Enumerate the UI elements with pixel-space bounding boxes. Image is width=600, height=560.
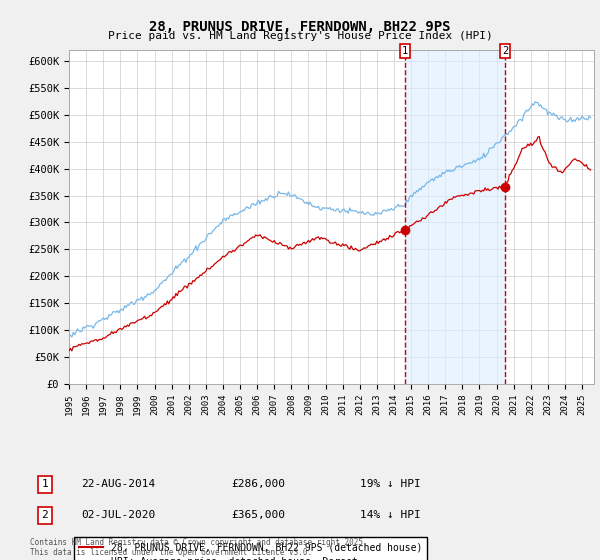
- Text: 22-AUG-2014: 22-AUG-2014: [81, 479, 155, 489]
- Text: 2: 2: [502, 46, 508, 56]
- Text: 28, PRUNUS DRIVE, FERNDOWN, BH22 9PS: 28, PRUNUS DRIVE, FERNDOWN, BH22 9PS: [149, 20, 451, 34]
- Text: 02-JUL-2020: 02-JUL-2020: [81, 510, 155, 520]
- Text: 14% ↓ HPI: 14% ↓ HPI: [360, 510, 421, 520]
- Text: 1: 1: [41, 479, 49, 489]
- Text: £286,000: £286,000: [231, 479, 285, 489]
- Legend: 28, PRUNUS DRIVE, FERNDOWN, BH22 9PS (detached house), HPI: Average price, detac: 28, PRUNUS DRIVE, FERNDOWN, BH22 9PS (de…: [74, 538, 427, 560]
- Text: 19% ↓ HPI: 19% ↓ HPI: [360, 479, 421, 489]
- Text: 2: 2: [41, 510, 49, 520]
- Text: £365,000: £365,000: [231, 510, 285, 520]
- Text: Price paid vs. HM Land Registry's House Price Index (HPI): Price paid vs. HM Land Registry's House …: [107, 31, 493, 41]
- Bar: [405, 50, 505, 384]
- Text: 1: 1: [402, 46, 408, 56]
- Text: Contains HM Land Registry data © Crown copyright and database right 2025.
This d: Contains HM Land Registry data © Crown c…: [30, 538, 368, 557]
